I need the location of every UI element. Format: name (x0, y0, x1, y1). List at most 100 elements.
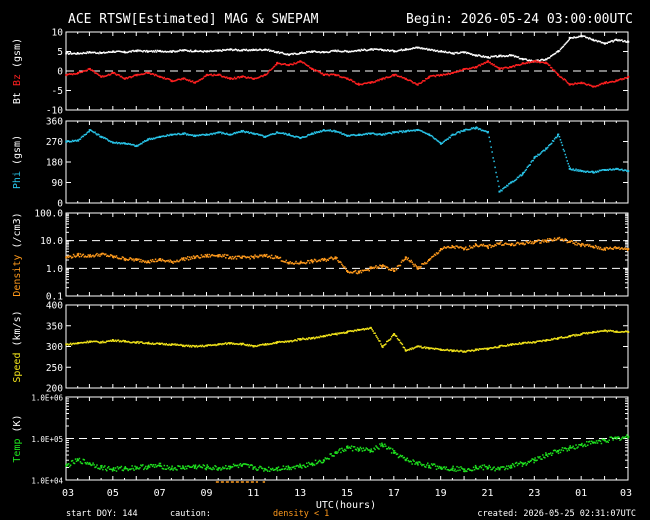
data-point (212, 50, 214, 52)
data-point (285, 465, 288, 468)
data-point (437, 140, 440, 143)
data-point (502, 68, 504, 70)
data-point (566, 160, 569, 162)
data-point (315, 336, 318, 338)
data-point (321, 72, 324, 75)
data-point (494, 65, 496, 67)
data-point (587, 170, 589, 173)
data-point (365, 49, 368, 52)
data-point (431, 135, 434, 138)
data-point (549, 339, 552, 341)
data-point (514, 64, 517, 66)
data-point (161, 76, 164, 79)
data-point (510, 242, 513, 245)
data-point (302, 262, 304, 264)
data-point (543, 339, 545, 342)
data-point (398, 264, 401, 267)
data-point (346, 445, 348, 448)
data-point (455, 350, 457, 352)
data-point (538, 154, 540, 156)
data-point (127, 142, 129, 145)
data-point (196, 255, 199, 257)
data-point (260, 48, 262, 51)
data-point (81, 342, 84, 344)
data-point (348, 330, 351, 332)
data-point (462, 130, 464, 133)
data-point (410, 348, 412, 351)
data-point (289, 63, 291, 65)
data-point (362, 49, 365, 51)
data-point (575, 82, 577, 85)
data-point (425, 466, 427, 468)
data-point (521, 62, 524, 65)
data-point (203, 345, 206, 348)
data-point (223, 343, 225, 345)
data-point (566, 450, 569, 452)
data-point (407, 348, 409, 351)
data-point (503, 67, 505, 69)
data-point (86, 51, 88, 53)
data-point (270, 50, 273, 52)
data-point (300, 260, 302, 263)
data-point (615, 246, 618, 249)
data-point (593, 85, 596, 88)
data-point (320, 461, 323, 464)
data-point (360, 328, 363, 331)
data-point (176, 343, 178, 346)
data-point (142, 141, 144, 143)
data-point (179, 133, 181, 136)
data-point (369, 449, 372, 452)
data-point (311, 50, 314, 53)
data-point (449, 246, 451, 249)
data-point (595, 171, 598, 174)
data-point (350, 271, 353, 274)
data-point (431, 49, 434, 51)
data-point (363, 329, 366, 331)
data-point (143, 73, 145, 75)
data-point (627, 40, 630, 43)
data-point (435, 252, 438, 254)
data-point (430, 463, 433, 465)
data-point (134, 258, 136, 261)
data-point (152, 464, 155, 466)
data-point (468, 245, 471, 247)
data-point (150, 137, 153, 140)
data-point (585, 36, 587, 39)
data-point (156, 342, 159, 344)
data-point (126, 341, 128, 343)
data-point (437, 74, 440, 76)
data-point (345, 449, 347, 452)
data-point (158, 464, 161, 467)
data-point (119, 143, 122, 145)
data-point (172, 49, 174, 52)
data-point (269, 69, 272, 71)
data-point (135, 466, 138, 469)
data-point (505, 186, 507, 188)
data-point (539, 153, 541, 155)
data-point (111, 470, 114, 472)
data-point (181, 133, 183, 136)
data-point (625, 41, 627, 43)
data-point (102, 52, 104, 54)
data-point (68, 465, 71, 468)
data-point (401, 131, 404, 134)
data-point (189, 258, 192, 260)
data-point (611, 436, 613, 439)
data-point (564, 336, 567, 339)
data-point (488, 61, 490, 64)
data-point (489, 140, 491, 143)
data-point (413, 347, 415, 349)
data-point (200, 50, 203, 53)
data-point (326, 129, 329, 132)
data-point (300, 466, 302, 468)
data-point (339, 132, 341, 134)
data-point (557, 50, 559, 53)
data-point (147, 50, 150, 53)
data-point (426, 346, 428, 349)
data-point (557, 73, 559, 76)
data-point (283, 53, 286, 55)
data-point (91, 341, 93, 343)
data-point (292, 63, 294, 66)
data-point (312, 336, 315, 339)
data-point (614, 330, 616, 333)
